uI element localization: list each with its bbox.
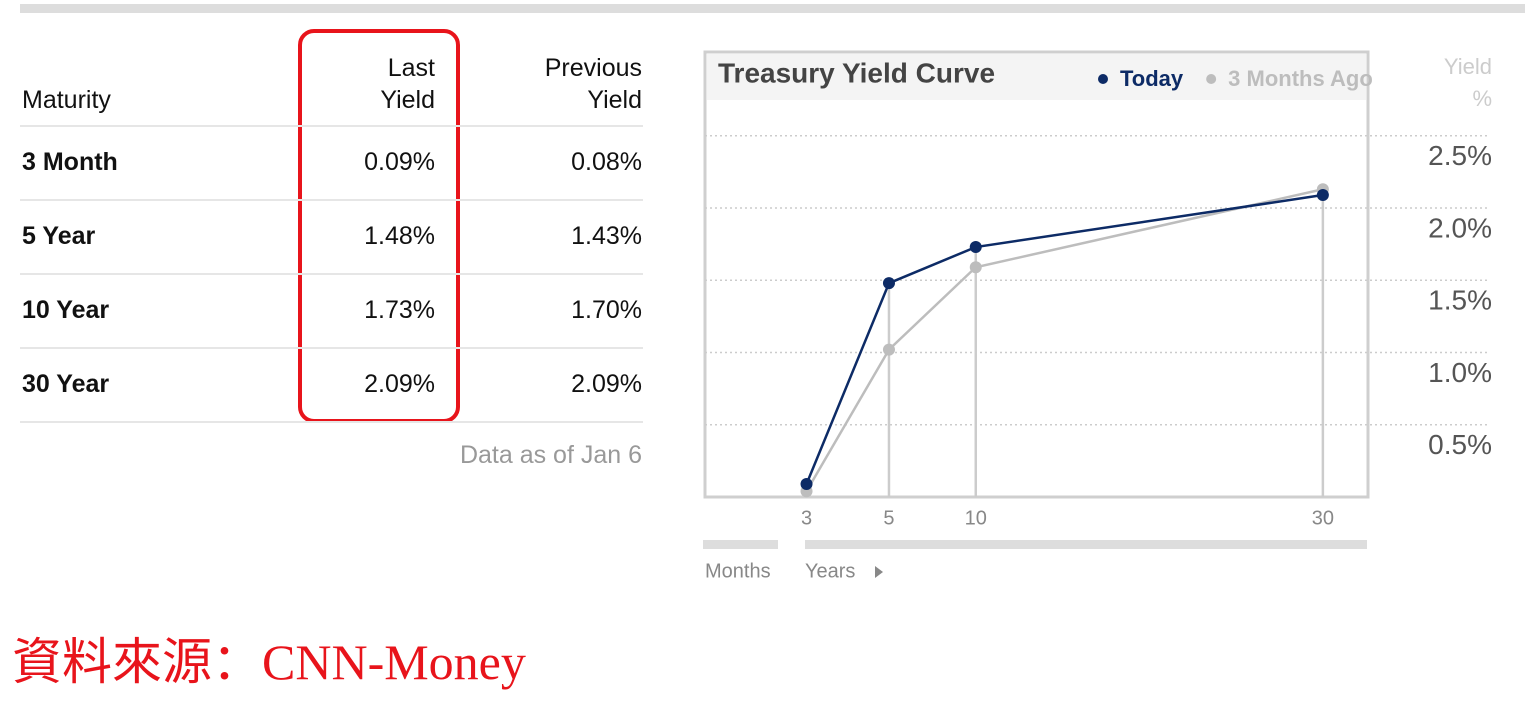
arrow-icon <box>875 566 883 578</box>
column-header: Maturity <box>22 86 111 114</box>
series-line <box>805 193 1324 485</box>
plot-frame <box>703 50 1370 499</box>
years-band <box>805 540 1367 549</box>
row-rule <box>20 125 643 127</box>
x-tick-label: 30 <box>1312 507 1334 529</box>
y-tick-label: 2.5% <box>1428 140 1492 171</box>
data-note: Data as of Jan 6 <box>459 441 642 469</box>
chart-header <box>707 54 1366 100</box>
legend-label: Today <box>1120 66 1184 91</box>
row-label: 3 Month <box>22 148 118 176</box>
column-header: Last Yield <box>380 54 435 114</box>
data-point <box>882 277 895 290</box>
cell-value: 2.09% <box>364 370 435 398</box>
x-unit-label: Years <box>805 560 855 582</box>
legend-marker <box>1206 74 1217 84</box>
cell-value: 1.48% <box>364 222 435 250</box>
row-rule <box>20 273 643 275</box>
data-point <box>969 261 982 274</box>
top-bar <box>20 4 1525 13</box>
x-tick-label: 5 <box>883 507 894 529</box>
y-tick-label: 1.0% <box>1428 357 1492 388</box>
cell-value: 2.09% <box>571 370 642 398</box>
series-line <box>805 188 1324 492</box>
source-note: 資料來源：CNN-Money <box>12 634 526 690</box>
cell-value: 0.08% <box>571 148 642 176</box>
y-tick-label: 2.0% <box>1428 212 1492 243</box>
row-label: 10 Year <box>22 296 110 324</box>
x-tick-label: 3 <box>801 507 812 529</box>
cell-value: 1.43% <box>571 222 642 250</box>
cell-value: 0.09% <box>364 148 435 176</box>
cell-value: 1.73% <box>364 296 435 324</box>
x-unit-label: Months <box>705 560 771 582</box>
y-axis-title: % <box>1472 86 1492 111</box>
data-point <box>1316 189 1329 202</box>
data-point <box>882 343 895 356</box>
row-rule <box>20 199 643 201</box>
data-point <box>969 241 982 254</box>
row-rule <box>20 347 643 349</box>
column-header: Previous Yield <box>544 54 642 114</box>
y-axis-title: Yield <box>1444 54 1492 79</box>
legend-marker <box>1098 74 1108 84</box>
y-tick-label: 0.5% <box>1428 429 1492 460</box>
data-point <box>800 477 813 490</box>
legend-label: 3 Months Ago <box>1228 66 1373 91</box>
row-label: 5 Year <box>22 222 96 250</box>
y-tick-label: 1.5% <box>1428 285 1492 316</box>
row-label: 30 Year <box>22 370 110 398</box>
cell-value: 1.70% <box>571 296 642 324</box>
x-tick-label: 10 <box>965 507 987 529</box>
row-rule <box>20 421 643 423</box>
chart-title: Treasury Yield Curve <box>718 57 995 88</box>
months-band <box>703 540 778 549</box>
